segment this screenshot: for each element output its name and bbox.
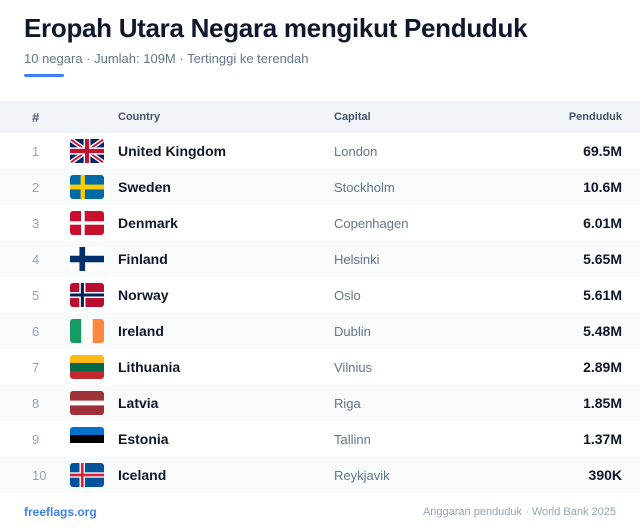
row-capital: Riga <box>334 395 361 411</box>
row-capital: Oslo <box>334 287 361 303</box>
row-rank: 3 <box>32 215 40 231</box>
finland-flag-icon <box>70 247 104 271</box>
table-header: # Country Capital Penduduk <box>0 101 640 133</box>
row-capital: Copenhagen <box>334 215 409 231</box>
column-header-population: Penduduk <box>568 111 622 123</box>
row-country: Iceland <box>118 467 167 483</box>
row-country: Latvia <box>118 395 159 411</box>
row-population: 390K <box>588 467 622 483</box>
table-row: 7 Lithuania Vilnius 2.89M <box>0 349 640 385</box>
row-country: Estonia <box>118 431 169 447</box>
row-capital: Vilnius <box>334 359 373 375</box>
column-header-country: Country <box>118 111 161 123</box>
row-country: United Kingdom <box>118 143 227 159</box>
row-population: 6.01M <box>583 215 622 231</box>
row-capital: Stockholm <box>334 179 395 195</box>
row-country: Lithuania <box>118 359 181 375</box>
denmark-flag-icon <box>70 211 104 235</box>
column-header-capital: Capital <box>334 111 371 123</box>
row-country: Sweden <box>118 179 171 195</box>
iceland-flag-icon <box>70 463 104 487</box>
page-title: Eropah Utara Negara mengikut Penduduk <box>24 13 528 43</box>
site-link[interactable]: freeflags.org <box>24 505 97 519</box>
row-rank: 4 <box>32 251 40 267</box>
row-population: 2.89M <box>583 359 622 375</box>
table-row: 9 Estonia Tallinn 1.37M <box>0 421 640 457</box>
row-country: Norway <box>118 287 169 303</box>
lithuania-flag-icon <box>70 355 104 379</box>
row-rank: 5 <box>32 287 40 303</box>
table-row: 1 United Kingdom London 69.5M <box>0 133 640 169</box>
row-rank: 2 <box>32 179 40 195</box>
row-country: Denmark <box>118 215 178 231</box>
page-header: Eropah Utara Negara mengikut Penduduk 10… <box>24 12 616 77</box>
table-row: 10 Iceland Reykjavik 390K <box>0 457 640 493</box>
row-capital: London <box>334 143 378 159</box>
row-population: 10.6M <box>583 179 622 195</box>
row-country: Ireland <box>118 323 164 339</box>
column-header-rank: # <box>32 109 40 125</box>
table-row: 6 Ireland Dublin 5.48M <box>0 313 640 349</box>
row-rank: 10 <box>32 467 47 483</box>
row-rank: 7 <box>32 359 40 375</box>
norway-flag-icon <box>70 283 104 307</box>
row-population: 69.5M <box>583 143 622 159</box>
row-population: 5.65M <box>583 251 622 267</box>
row-rank: 8 <box>32 395 40 411</box>
ireland-flag-icon <box>70 319 104 343</box>
uk-flag-icon <box>70 139 104 163</box>
table-row: 5 Norway Oslo 5.61M <box>0 277 640 313</box>
row-population: 5.48M <box>583 323 622 339</box>
row-rank: 6 <box>32 323 40 339</box>
row-capital: Dublin <box>334 323 371 339</box>
table-row: 4 Finland Helsinki 5.65M <box>0 241 640 277</box>
table-row: 3 Denmark Copenhagen 6.01M <box>0 205 640 241</box>
row-capital: Helsinki <box>334 251 380 267</box>
row-capital: Tallinn <box>334 431 371 447</box>
row-population: 1.85M <box>583 395 622 411</box>
table-row: 8 Latvia Riga 1.85M <box>0 385 640 421</box>
page-subtitle: 10 negara · Jumlah: 109M · Tertinggi ke … <box>24 51 309 66</box>
row-country: Finland <box>118 251 168 267</box>
row-rank: 9 <box>32 431 40 447</box>
row-rank: 1 <box>32 143 40 159</box>
row-capital: Reykjavik <box>334 467 390 483</box>
latvia-flag-icon <box>70 391 104 415</box>
estonia-flag-icon <box>70 427 104 451</box>
sweden-flag-icon <box>70 175 104 199</box>
population-table: # Country Capital Penduduk 1 United King… <box>0 101 640 493</box>
source-note: Anggaran penduduk · World Bank 2025 <box>422 506 616 518</box>
row-population: 1.37M <box>583 431 622 447</box>
title-accent-bar <box>24 74 64 77</box>
row-population: 5.61M <box>583 287 622 303</box>
page-footer: freeflags.org Anggaran penduduk · World … <box>24 505 616 519</box>
table-row: 2 Sweden Stockholm 10.6M <box>0 169 640 205</box>
